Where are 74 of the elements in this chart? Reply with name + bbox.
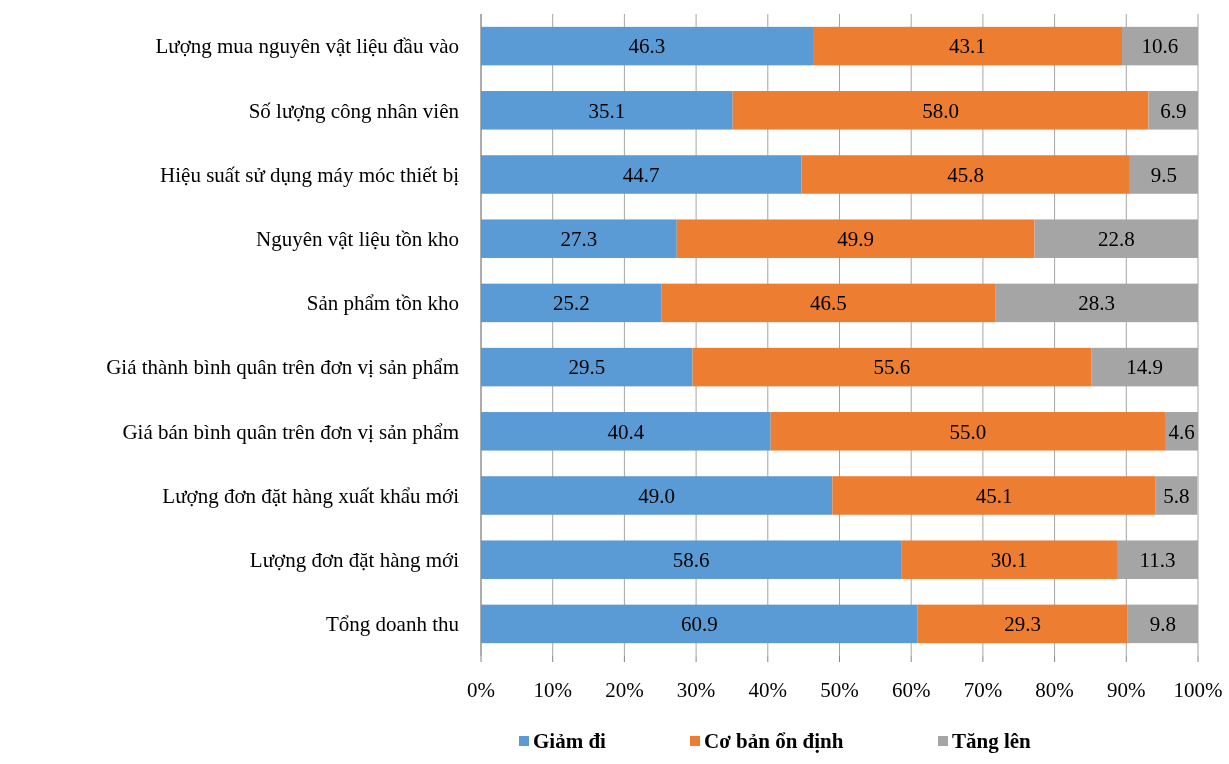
data-label: 60.9 [680, 612, 718, 637]
y-tick-label: Lượng mua nguyên vật liệu đầu vào [155, 34, 459, 59]
bar [801, 155, 1130, 194]
data-label: 9.8 [1149, 612, 1176, 637]
x-tick-label: 10% [533, 678, 572, 702]
data-label: 40.4 [607, 419, 645, 444]
legend-label: Tăng lên [952, 729, 1032, 753]
data-label: 49.0 [638, 483, 676, 508]
x-tick-label: 70% [963, 678, 1003, 702]
data-label: 35.1 [588, 98, 626, 123]
data-label: 45.8 [947, 162, 985, 187]
bar [481, 219, 677, 258]
data-label: 5.8 [1163, 483, 1190, 508]
bar [481, 476, 833, 515]
x-tick-label: 90% [1107, 678, 1146, 702]
data-label: 14.9 [1126, 355, 1163, 380]
data-label: 6.9 [1160, 98, 1187, 123]
data-label: 30.1 [990, 548, 1028, 573]
bar [481, 155, 802, 194]
data-label: 46.3 [628, 34, 666, 59]
y-tick-label: Nguyên vật liệu tồn kho [256, 227, 459, 252]
bar [901, 540, 1117, 579]
x-tick-label: 50% [820, 678, 859, 702]
legend-label: Giảm đi [533, 729, 607, 753]
data-label: 58.6 [672, 548, 710, 573]
bar [770, 412, 1166, 451]
bar [481, 26, 813, 66]
x-tick-label: 100% [1173, 678, 1223, 702]
bar [481, 91, 733, 130]
y-tick-label: Lượng đơn đặt hàng xuất khẩu mới [162, 483, 460, 508]
data-label: 11.3 [1139, 548, 1176, 573]
data-label: 45.1 [975, 483, 1013, 508]
bar [917, 604, 1128, 644]
y-tick-label: Lượng đơn đặt hàng mới [249, 548, 460, 573]
bar [812, 26, 1122, 66]
data-label: 49.9 [837, 227, 875, 252]
bar [692, 347, 1092, 387]
bar [481, 604, 918, 644]
data-label: 29.3 [1004, 612, 1042, 637]
data-label: 22.8 [1097, 227, 1135, 252]
bar [676, 219, 1035, 258]
data-label: 43.1 [949, 34, 986, 59]
data-label: 29.5 [568, 355, 606, 380]
x-tick-label: 60% [891, 678, 931, 702]
y-tick-label: Số lượng công nhân viên [248, 98, 460, 123]
bar [481, 283, 662, 323]
legend-label: Cơ bản ổn định [704, 729, 844, 753]
data-label: 46.5 [810, 291, 847, 316]
y-tick-label: Hiệu suất sử dụng máy móc thiết bị [160, 162, 460, 187]
data-label: 28.3 [1078, 291, 1115, 316]
data-label: 55.0 [949, 419, 987, 444]
bar [481, 412, 771, 451]
data-label: 10.6 [1141, 34, 1179, 59]
data-label: 25.2 [552, 291, 590, 316]
data-label: 55.6 [873, 355, 911, 380]
bar [661, 283, 996, 323]
x-tick-label: 20% [605, 678, 644, 702]
data-label: 27.3 [560, 227, 598, 252]
y-tick-label: Giá thành bình quân trên đơn vị sản phẩm [106, 355, 459, 380]
x-tick-label: 0% [467, 678, 495, 702]
data-label: 44.7 [622, 162, 660, 187]
bar [832, 476, 1156, 515]
x-tick-label: 40% [748, 678, 788, 702]
y-tick-label: Tổng doanh thu [326, 612, 460, 637]
y-tick-label: Giá bán bình quân trên đơn vị sản phẩm [122, 419, 459, 444]
bar [732, 91, 1149, 130]
x-tick-label: 30% [676, 678, 716, 702]
data-label: 58.0 [922, 98, 959, 123]
bar [481, 540, 902, 579]
y-tick-label: Sản phẩm tồn kho [306, 291, 459, 316]
data-label: 4.6 [1168, 419, 1195, 444]
bar [481, 347, 693, 387]
data-label: 9.5 [1150, 162, 1178, 187]
x-tick-label: 80% [1035, 678, 1074, 702]
